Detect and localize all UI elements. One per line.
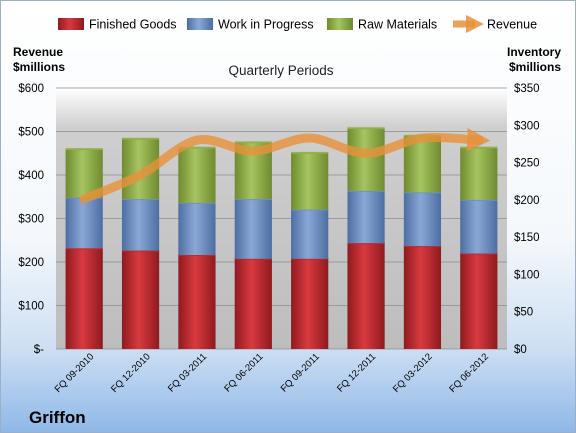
bar-finished-goods [234,258,272,349]
x-tick-label: FQ 12-2010 [109,351,153,395]
bar-work-in-progress [460,199,498,254]
x-tick-label: FQ 09-2011 [279,351,322,394]
right-tick-label: $300 [514,120,540,132]
bar-finished-goods [460,253,498,349]
x-tick-label: FQ 06-2011 [222,351,265,394]
bar-raw-materials [291,152,329,210]
bar-work-in-progress [234,199,272,259]
legend-item-revenue: Revenue [453,14,537,34]
legend-swatch-work-in-progress [187,18,213,30]
x-tick-label: FQ 06-2012 [447,351,491,395]
right-tick-label: $100 [514,269,540,281]
right-tick-label: $200 [514,195,540,207]
x-tick-label: FQ 09-2010 [53,351,97,395]
right-axis-title-line2: $millions [509,60,561,74]
right-axis-title-line1: Inventory [507,45,561,59]
legend-label-finished-goods: Finished Goods [89,18,177,32]
left-tick-label: $400 [18,170,44,182]
legend-label-raw-materials: Raw Materials [358,18,437,32]
left-tick-label: $600 [18,83,44,95]
right-tick-label: $350 [514,83,540,95]
bar-work-in-progress [403,192,442,247]
legend-item-raw-materials: Raw Materials [327,18,437,32]
legend-swatch-finished-goods [58,18,84,30]
legend-item-work-in-progress: Work in Progress [187,18,314,32]
legend-label-work-in-progress: Work in Progress [218,18,314,32]
company-name: Griffon [29,408,86,427]
x-tick-label: FQ 03-2011 [166,351,209,394]
legend-item-finished-goods: Finished Goods [58,18,177,32]
bar-work-in-progress [121,199,160,251]
right-tick-label: $0 [514,344,527,356]
chart-title: Quarterly Periods [228,63,333,78]
legend-label-revenue: Revenue [487,18,537,32]
x-axis: FQ 09-2010 FQ 12-2010 FQ 03-2011 FQ 06-2011… [53,351,491,395]
right-axis: $0 $50 $100 $150 $200 $250 $300 $350 [514,83,540,356]
right-tick-label: $250 [514,158,540,170]
bar-finished-goods [65,248,103,349]
bar-work-in-progress [291,209,329,259]
left-axis-title-line2: $millions [13,60,65,74]
left-tick-label: $300 [18,214,44,226]
legend: Finished Goods Work in Progress Raw Mate… [58,14,537,34]
bar-finished-goods [178,255,216,349]
left-tick-label: $- [34,344,44,356]
revenue-line-layer [79,128,491,204]
bar-work-in-progress [178,202,216,256]
bar-work-in-progress [65,197,103,249]
left-tick-label: $100 [18,301,44,313]
bar-finished-goods [121,250,160,349]
bar-work-in-progress [347,190,385,244]
bar-finished-goods [291,258,329,349]
left-axis-title-line1: Revenue [13,45,63,59]
right-tick-label: $50 [514,307,533,319]
left-tick-label: $500 [18,127,44,139]
x-tick-label: FQ 03-2012 [391,351,435,395]
bars-layer [65,127,498,349]
left-tick-label: $200 [18,257,44,269]
left-axis: $- $100 $200 $300 $400 $500 $600 [18,83,44,356]
bar-finished-goods [403,246,442,349]
x-tick-label: FQ 12-2011 [335,351,378,394]
bar-raw-materials [460,147,498,200]
bar-finished-goods [347,243,385,349]
revenue-line [79,128,491,204]
bar-raw-materials [178,147,216,203]
right-tick-label: $150 [514,232,540,244]
bar-raw-materials [347,128,385,191]
legend-swatch-raw-materials [327,18,353,30]
